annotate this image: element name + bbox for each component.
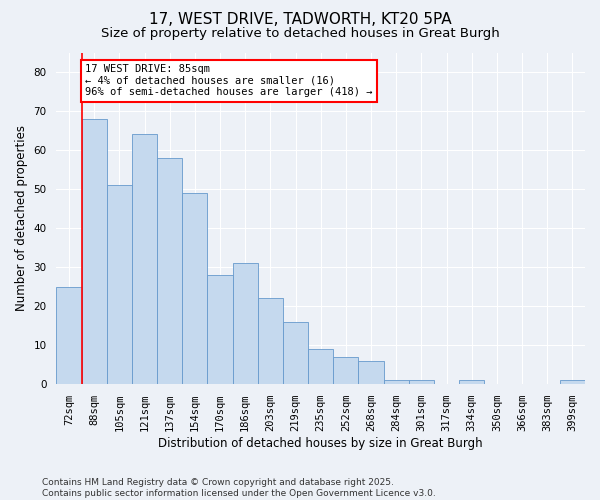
Bar	[233, 263, 258, 384]
Bar	[333, 357, 358, 384]
Bar	[383, 380, 409, 384]
Bar	[258, 298, 283, 384]
Y-axis label: Number of detached properties: Number of detached properties	[15, 126, 28, 312]
X-axis label: Distribution of detached houses by size in Great Burgh: Distribution of detached houses by size …	[158, 437, 483, 450]
Bar	[157, 158, 182, 384]
Bar	[308, 349, 333, 384]
Bar	[182, 193, 208, 384]
Text: Size of property relative to detached houses in Great Burgh: Size of property relative to detached ho…	[101, 28, 499, 40]
Bar	[358, 361, 383, 384]
Text: Contains HM Land Registry data © Crown copyright and database right 2025.
Contai: Contains HM Land Registry data © Crown c…	[42, 478, 436, 498]
Bar	[459, 380, 484, 384]
Bar	[283, 322, 308, 384]
Bar	[82, 119, 107, 384]
Text: 17 WEST DRIVE: 85sqm
← 4% of detached houses are smaller (16)
96% of semi-detach: 17 WEST DRIVE: 85sqm ← 4% of detached ho…	[85, 64, 373, 98]
Bar	[107, 185, 132, 384]
Text: 17, WEST DRIVE, TADWORTH, KT20 5PA: 17, WEST DRIVE, TADWORTH, KT20 5PA	[149, 12, 451, 28]
Bar	[132, 134, 157, 384]
Bar	[409, 380, 434, 384]
Bar	[560, 380, 585, 384]
Bar	[56, 286, 82, 384]
Bar	[208, 275, 233, 384]
